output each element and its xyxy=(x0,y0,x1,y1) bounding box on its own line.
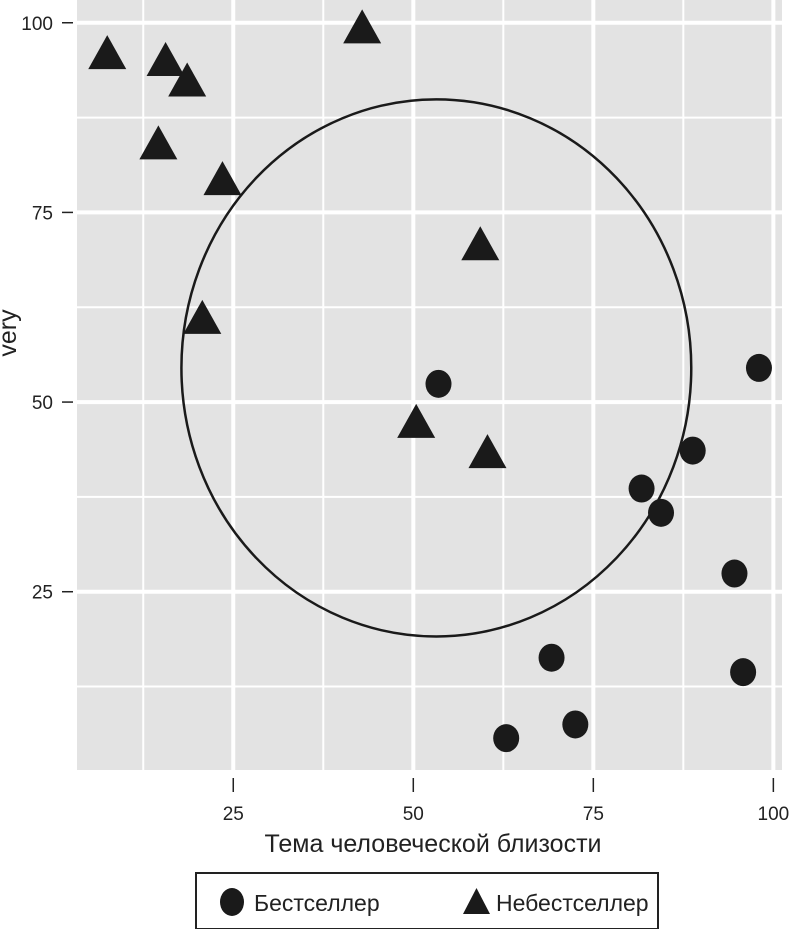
legend-label-nonbestseller: Небестселлер xyxy=(496,890,649,916)
point-bestseller xyxy=(562,710,589,739)
legend-label-bestseller: Бестселлер xyxy=(254,890,380,916)
point-nonbestseller xyxy=(146,41,185,76)
y-axis-label: very xyxy=(0,309,22,357)
x-tick-label: 100 xyxy=(758,804,790,825)
x-tick-label: 75 xyxy=(583,804,604,825)
legend: Бестселлер Небестселлер xyxy=(195,872,659,930)
point-nonbestseller xyxy=(468,434,507,469)
y-tick-label: 100 xyxy=(21,14,53,35)
legend-triangle-icon xyxy=(463,888,490,914)
x-axis-label: Тема человеческой близости xyxy=(265,830,602,858)
y-tick-label: 25 xyxy=(32,583,53,604)
point-bestseller xyxy=(538,643,565,672)
legend-circle-icon xyxy=(220,888,244,916)
x-tick-label: 50 xyxy=(403,804,424,825)
point-bestseller xyxy=(679,436,706,465)
point-bestseller xyxy=(425,369,452,398)
data-points xyxy=(88,9,772,753)
point-nonbestseller xyxy=(88,35,127,70)
axes: 25 50 75 100 25 50 75 100 xyxy=(21,14,789,825)
y-tick-label: 75 xyxy=(32,203,53,224)
x-tick-label: 25 xyxy=(223,804,244,825)
point-bestseller xyxy=(628,474,655,503)
point-nonbestseller xyxy=(168,62,207,97)
annotations xyxy=(180,98,693,638)
point-nonbestseller xyxy=(203,161,242,196)
point-nonbestseller xyxy=(183,299,222,334)
point-nonbestseller xyxy=(139,125,178,160)
point-bestseller xyxy=(745,353,772,382)
point-nonbestseller xyxy=(343,9,382,44)
y-tick-label: 50 xyxy=(32,393,53,414)
point-bestseller xyxy=(721,559,748,588)
point-nonbestseller xyxy=(397,403,436,438)
annotation-circle xyxy=(180,98,693,638)
point-bestseller xyxy=(648,498,675,527)
point-nonbestseller xyxy=(461,226,500,261)
point-bestseller xyxy=(730,658,757,687)
point-bestseller xyxy=(493,724,520,753)
